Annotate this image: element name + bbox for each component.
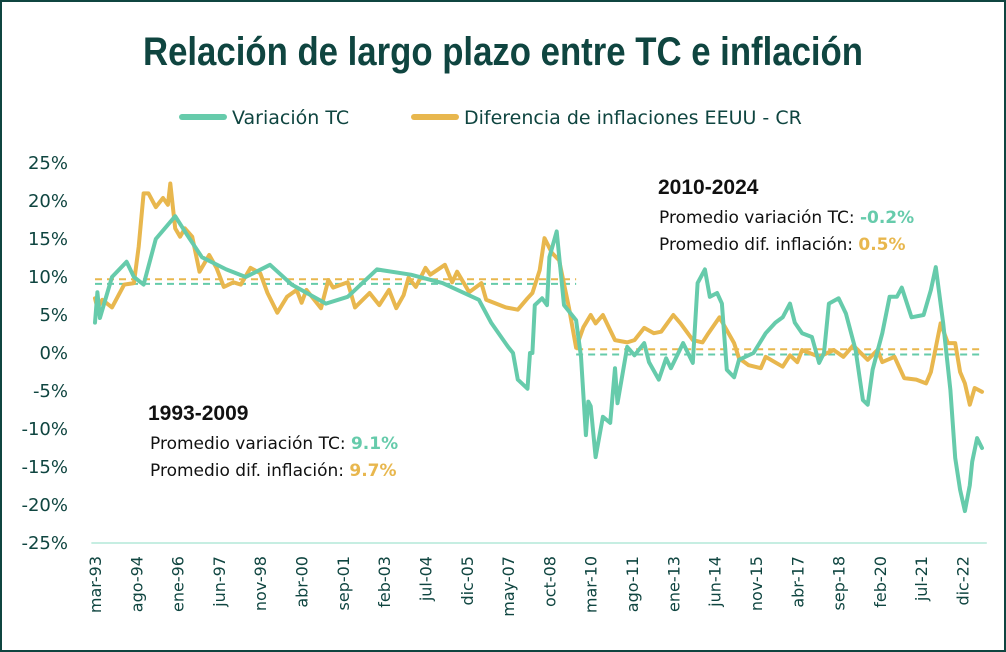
annotation-tc-label: Promedio variación TC: xyxy=(659,208,855,228)
y-tick-label: -20% xyxy=(21,495,68,516)
annotation-inflation: Promedio dif. inflación: 9.7% xyxy=(150,461,397,481)
annotation-inflation-label: Promedio dif. inflación: xyxy=(659,235,853,255)
x-tick-label: jun-97 xyxy=(210,556,229,608)
x-tick-label: ene-13 xyxy=(664,556,683,612)
chart-title: Relación de largo plazo entre TC e infla… xyxy=(143,30,863,74)
annotation-heading: 2010-2024 xyxy=(658,176,759,199)
y-tick-label: -5% xyxy=(33,381,68,402)
y-tick-label: 20% xyxy=(28,191,68,212)
legend-label-variacion-tc: Variación TC xyxy=(232,107,349,129)
x-axis: mar-93 ago-94 ene-96 jun-97 nov-98 abr-00 sep-… xyxy=(86,556,973,617)
x-tick-label: dic-22 xyxy=(954,556,973,606)
annotation-tc: Promedio variación TC: -0.2% xyxy=(659,208,914,228)
y-axis: 25% 20% 15% 10% 5% 0% -5% -10% -15% -20% -25% xyxy=(21,153,68,554)
y-tick-label: -25% xyxy=(21,533,68,554)
y-tick-label: 15% xyxy=(28,229,68,250)
annotation-2010-2024: 2010-2024 Promedio variación TC: -0.2% P… xyxy=(658,176,914,255)
y-tick-label: 25% xyxy=(28,153,68,174)
annotation-heading: 1993-2009 xyxy=(148,402,248,425)
average-lines xyxy=(95,278,982,356)
x-tick-label: dic-05 xyxy=(458,556,477,606)
x-tick-label: may-07 xyxy=(499,556,518,617)
series-line-diferencia-inflaciones xyxy=(93,181,984,407)
annotation-inflation: Promedio dif. inflación: 0.5% xyxy=(659,235,906,255)
annotation-tc-value: -0.2% xyxy=(860,208,914,228)
series-line-variacion-tc xyxy=(93,214,984,514)
annotation-tc-value: 9.1% xyxy=(351,434,398,454)
annotation-tc: Promedio variación TC: 9.1% xyxy=(150,434,398,454)
annotation-1993-2009: 1993-2009 Promedio variación TC: 9.1% Pr… xyxy=(148,402,398,481)
x-tick-label: nov-98 xyxy=(251,556,270,611)
annotation-inflation-value: 0.5% xyxy=(858,235,905,255)
x-tick-label: nov-15 xyxy=(747,556,766,611)
x-tick-label: abr-17 xyxy=(788,556,807,608)
y-tick-label: -10% xyxy=(21,419,68,440)
y-tick-label: 0% xyxy=(39,343,68,364)
x-tick-label: jul-04 xyxy=(416,556,435,602)
x-tick-label: jul-21 xyxy=(912,556,931,602)
x-tick-label: oct-08 xyxy=(540,556,559,607)
x-tick-label: feb-03 xyxy=(375,556,394,608)
x-tick-label: sep-18 xyxy=(830,556,849,610)
x-tick-label: ene-96 xyxy=(169,556,188,612)
x-tick-label: mar-93 xyxy=(86,556,105,613)
x-tick-label: sep-01 xyxy=(334,556,353,610)
x-tick-label: ago-11 xyxy=(623,556,642,612)
x-tick-label: abr-00 xyxy=(293,556,312,608)
annotation-inflation-value: 9.7% xyxy=(349,461,396,481)
y-tick-label: 10% xyxy=(28,267,68,288)
annotation-tc-label: Promedio variación TC: xyxy=(150,434,346,454)
x-tick-label: ago-94 xyxy=(127,556,146,612)
annotation-inflation-label: Promedio dif. inflación: xyxy=(150,461,344,481)
legend-label-diferencia-inflaciones: Diferencia de inflaciones EEUU - CR xyxy=(464,107,802,129)
x-tick-label: mar-10 xyxy=(582,556,601,613)
y-tick-label: -15% xyxy=(21,457,68,478)
x-tick-label: jun-14 xyxy=(706,556,725,608)
y-tick-label: 5% xyxy=(39,305,68,326)
x-tick-label: feb-20 xyxy=(871,556,890,608)
series-group xyxy=(93,181,984,514)
legend: Variación TC Diferencia de inflaciones E… xyxy=(179,107,802,129)
